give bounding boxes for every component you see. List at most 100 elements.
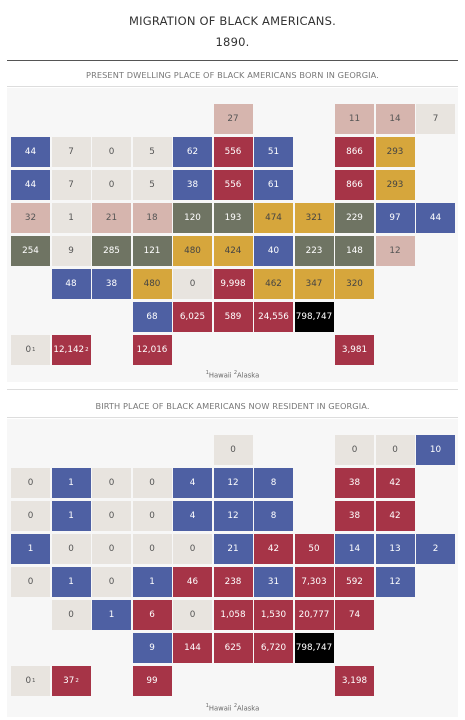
tile-value: 254 [22,246,39,256]
chart-2-footnote: 1Hawaii 2Alaska [0,703,465,712]
tile-value: 229 [346,213,363,223]
tile-cell: 42 [375,501,415,531]
tile-cell: 48 [51,269,91,299]
tile-cell: 1 [92,600,131,630]
tile-value: 2 [432,544,439,554]
tile-value: 0 [189,544,196,554]
tile-cell: 46 [173,567,212,597]
tile-cell: 40 [254,236,293,266]
tile-value: 48 [65,279,77,289]
tile-cell: 27 [213,104,253,134]
tile-cell: 589 [213,302,253,332]
tile-value: 0 [25,345,32,355]
tile-value: 5 [149,180,155,190]
footnote-label: Alaska [237,371,260,380]
tile-value: 38 [348,511,361,521]
tile-cell: 480 [132,269,172,299]
tile-cell: 31 [254,567,293,597]
tile-cell: 11 [335,104,374,134]
tile-value: 13 [389,544,401,554]
tile-value: 321 [305,213,323,223]
tile-cell: 21 [92,203,131,233]
tile-cell: 866 [335,170,374,200]
tile-value: 238 [224,577,242,587]
tile-cell: 44 [11,170,50,200]
tile-value: 12 [389,577,401,587]
tile-cell: 4 [173,468,212,498]
tile-value: 42 [389,511,401,521]
tile-value: 12 [389,246,401,256]
tile-value: 480 [143,279,161,289]
tile-value: 0 [189,610,196,620]
tile-value: 1 [108,610,115,620]
tile-value: 0 [189,279,196,289]
tile-cell: 42 [254,534,293,564]
tile-value: 3,198 [341,676,368,686]
tile-cell: 0 [92,170,131,200]
tile-cell: 3,981 [335,335,374,365]
tile-value: 51 [267,147,280,157]
tile-value: 12,142 [53,345,85,355]
tile-footnote-marker: 2 [85,347,89,353]
tile-value: 1 [68,511,74,521]
tile-cell: 12 [375,236,415,266]
tile-cell: 193 [213,203,253,233]
tile-cell: 0 [173,600,212,630]
tile-value: 14 [348,544,361,554]
tile-footnote-marker: 1 [32,678,36,684]
tile-value: 0 [392,445,398,455]
tile-cell: 38 [335,501,374,531]
tile-cell: 321 [294,203,334,233]
tile-cell: 21 [213,534,253,564]
tile-cell: 12 [213,501,253,531]
tile-cell: 1 [11,534,50,564]
tile-cell: 285 [92,236,131,266]
tile-cell: 14 [335,534,374,564]
tile-cell: 18 [132,203,172,233]
tile-value: 0 [108,478,115,488]
tile-value: 7 [68,147,74,157]
tile-value: 148 [346,246,363,256]
tile-cell: 0 [11,567,50,597]
tile-value: 0 [68,610,74,620]
tile-value: 0 [27,478,34,488]
tile-cell: 74 [335,600,374,630]
title-rule [7,60,458,61]
tile-cell: 32 [11,203,50,233]
tile-cell: 6 [132,600,172,630]
tile-cell: 1,058 [213,600,253,630]
tile-cell: 97 [375,203,415,233]
tile-value: 293 [386,147,404,157]
tile-cell: 68 [132,302,172,332]
tile-cell: 866 [335,137,374,167]
tile-cell: 1 [51,203,91,233]
tile-cell: 8 [254,501,293,531]
tile-value: 40 [267,246,280,256]
tile-value: 74 [348,610,361,620]
tile-cell: 0 [132,501,172,531]
tile-footnote-marker: 2 [75,678,79,684]
tile-value: 46 [186,577,199,587]
tile-cell: 0 [11,501,50,531]
tile-value: 556 [224,147,242,157]
tile-value: 556 [224,180,242,190]
footnote-marker: 1 [205,370,209,376]
tile-value: 6,720 [260,643,287,653]
tile-value: 10 [429,445,442,455]
tile-value: 38 [186,180,199,190]
tile-value: 462 [265,279,282,289]
footnote-marker: 2 [233,370,238,376]
tile-value: 1,530 [260,610,287,620]
tile-value: 31 [267,577,280,587]
tile-cell: 798,747 [294,302,334,332]
tile-cell: 0 [173,534,212,564]
tile-value: 9,998 [220,279,246,289]
chart-1-title: PRESENT DWELLING PLACE OF BLACK AMERICAN… [86,70,379,80]
tile-cell: 12,016 [132,335,172,365]
tile-cell: 480 [173,236,212,266]
tile-cell: 254 [11,236,50,266]
tile-value: 44 [24,180,37,190]
tile-value: 7 [432,114,439,124]
tile-value: 0 [25,676,32,686]
tile-value: 0 [108,511,115,521]
